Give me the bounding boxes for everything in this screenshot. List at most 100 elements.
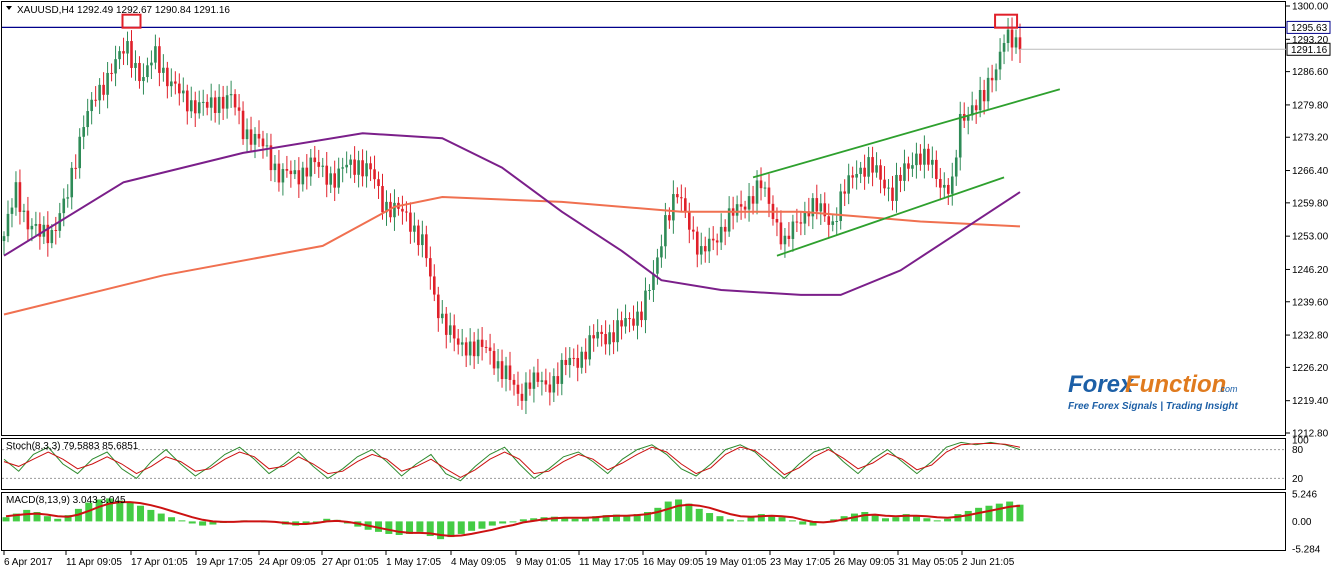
- y-tick-label: 1266.40: [1292, 166, 1329, 177]
- candle-body: [30, 225, 34, 230]
- candle-body: [313, 157, 317, 163]
- y-tick-label: 1219.40: [1292, 396, 1329, 407]
- candle-body: [373, 169, 376, 180]
- candle-body: [245, 129, 249, 140]
- candle-body: [377, 179, 380, 187]
- y-tick-label: 1259.80: [1292, 198, 1329, 209]
- candle-body: [640, 311, 643, 321]
- macd-histogram-bar: [147, 509, 155, 522]
- candle-body: [110, 72, 113, 74]
- candle-body: [345, 164, 348, 168]
- candle-body: [843, 191, 846, 194]
- macd-histogram-bar: [178, 520, 186, 522]
- candle-body: [425, 234, 428, 259]
- x-tick-label: 19 Apr 17:05: [196, 557, 253, 568]
- candle-body: [106, 72, 109, 95]
- y-tick-label: 1232.80: [1292, 331, 1329, 342]
- candle-body: [727, 208, 731, 232]
- y-tick-label: 1226.20: [1292, 363, 1329, 374]
- candle-body: [277, 163, 281, 183]
- candle-body: [743, 206, 747, 210]
- candle-body: [74, 167, 78, 169]
- candle-body: [620, 320, 623, 327]
- candle-body: [811, 198, 815, 217]
- x-tick-label: 31 May 05:05: [898, 557, 959, 568]
- candle-body: [859, 167, 862, 174]
- candle-body: [86, 111, 89, 128]
- moving-average-mid: [3, 132, 1021, 296]
- candle-body: [923, 148, 926, 165]
- candle-body: [624, 318, 627, 327]
- x-tick-label: 4 May 09:05: [451, 557, 506, 568]
- candle-body: [237, 107, 241, 111]
- candle-body: [612, 332, 615, 343]
- candle-body: [691, 229, 695, 232]
- macd-y-tick-label: 5.246: [1292, 490, 1317, 501]
- symbol-dropdown-icon[interactable]: [6, 6, 12, 10]
- candle-body: [433, 276, 436, 295]
- candle-body: [34, 223, 38, 226]
- candle-body: [249, 129, 253, 145]
- candle-body: [608, 332, 611, 345]
- macd-histogram-bar: [995, 503, 1003, 522]
- macd-histogram-bar: [478, 521, 486, 529]
- candle-body: [166, 67, 169, 87]
- macd-header: MACD(8,13,9) 3.043 3.045: [6, 495, 126, 506]
- candle-body: [915, 153, 918, 166]
- macd-histogram-bar: [664, 501, 672, 522]
- candle-body: [520, 393, 524, 401]
- candle-body: [688, 212, 691, 230]
- candle-body: [50, 230, 54, 244]
- candle-body: [18, 182, 22, 212]
- macd-histogram-bar: [757, 514, 765, 522]
- candle-body: [452, 325, 456, 339]
- candle-body: [580, 351, 584, 368]
- candle-body: [333, 173, 336, 188]
- candle-body: [174, 81, 177, 84]
- candle-body: [480, 339, 484, 347]
- candle-body: [146, 65, 149, 78]
- candle-body: [429, 258, 432, 277]
- candle-body: [492, 350, 496, 369]
- candle-body: [185, 90, 189, 112]
- candle-body: [444, 313, 448, 335]
- candle-body: [189, 100, 193, 112]
- candle-body: [329, 173, 333, 185]
- macd-histogram-bar: [778, 517, 786, 522]
- x-tick-label: 1 May 17:05: [386, 557, 441, 568]
- candle-body: [273, 163, 277, 171]
- macd-histogram-bar: [530, 518, 538, 522]
- candle-body: [775, 219, 779, 223]
- candle-body: [301, 167, 305, 185]
- candle-body: [544, 380, 548, 385]
- x-tick-label: 11 Apr 09:05: [66, 557, 122, 568]
- candle-body: [138, 62, 141, 82]
- x-tick-label: 26 May 09:05: [834, 557, 895, 568]
- candle-body: [381, 186, 384, 213]
- candle-body: [628, 318, 631, 320]
- macd-histogram-bar: [519, 519, 527, 522]
- candle-body: [233, 94, 237, 108]
- candle-body: [532, 372, 536, 389]
- macd-histogram-bar: [944, 518, 952, 522]
- x-tick-label: 23 May 17:05: [770, 557, 831, 568]
- macd-histogram-bar: [488, 521, 496, 526]
- candle-body: [281, 169, 285, 183]
- candle-body: [401, 208, 404, 212]
- candle-body: [827, 216, 831, 225]
- candle-body: [162, 67, 165, 73]
- candle-body: [863, 167, 866, 177]
- candle-body: [660, 246, 663, 258]
- candle-body: [536, 372, 540, 382]
- candle-body: [476, 339, 480, 357]
- main-panel: [1, 1, 1286, 436]
- candle-body: [361, 160, 364, 177]
- macd-histogram-bar: [209, 521, 217, 525]
- macd-histogram-bar: [499, 521, 507, 524]
- svg-text:Function: Function: [1125, 371, 1226, 398]
- macd-histogram-bar: [685, 503, 693, 522]
- candle-body: [126, 41, 129, 54]
- candle-body: [122, 51, 125, 54]
- candle-body: [205, 101, 209, 108]
- macd-histogram-bar: [323, 518, 331, 522]
